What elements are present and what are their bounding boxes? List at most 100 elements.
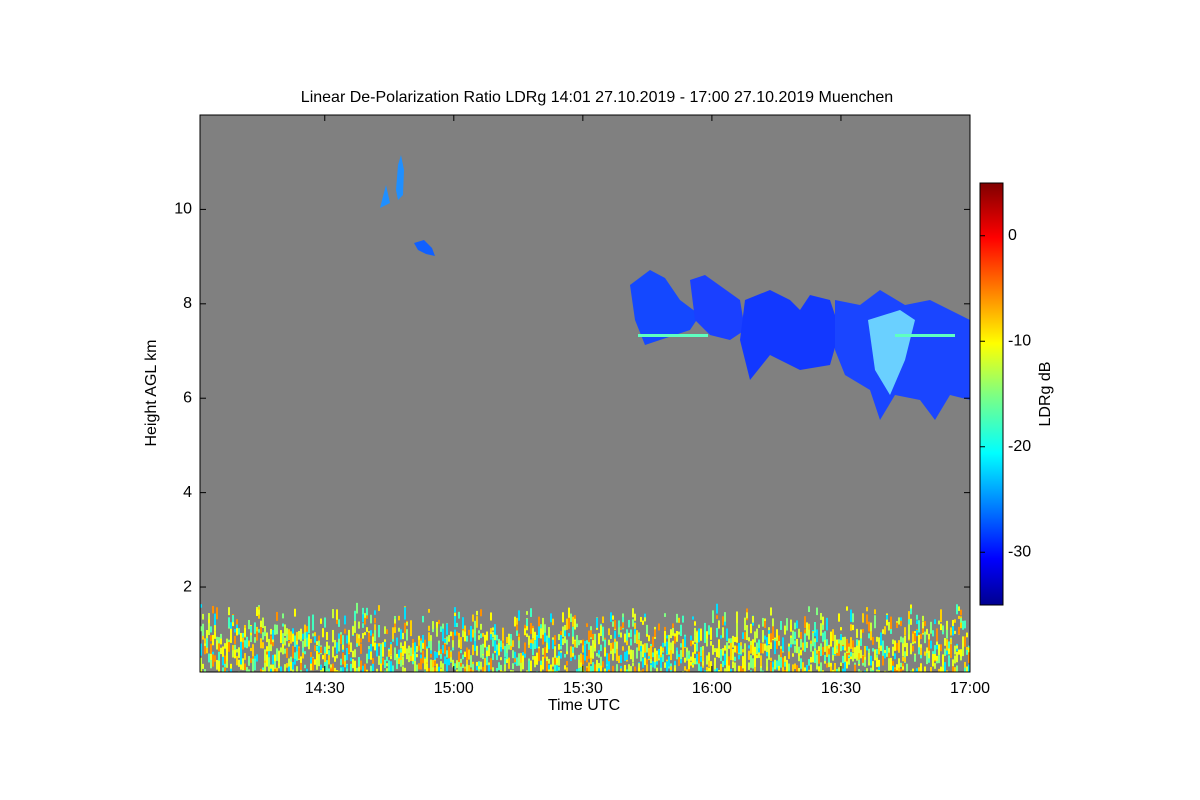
echo-pixel [242,658,244,671]
echo-pixel [312,633,314,637]
echo-pixel [730,642,732,655]
echo-pixel [732,635,734,648]
echo-pixel [622,622,624,629]
echo-pixel [928,652,930,660]
echo-pixel [836,639,838,646]
echo-pixel [784,625,786,635]
echo-pixel [750,645,752,654]
echo-pixel [494,624,496,635]
echo-pixel [502,671,504,672]
echo-pixel [470,668,472,672]
echo-pixel [962,644,964,657]
echo-pixel [468,665,470,672]
echo-pixel [934,663,936,669]
echo-pixel [962,624,964,630]
echo-pixel [304,651,306,655]
echo-pixel [402,656,404,666]
echo-pixel [588,662,590,672]
echo-pixel [678,657,680,666]
echo-pixel [968,652,970,663]
echo-pixel [876,669,878,672]
echo-pixel [590,665,592,672]
echo-pixel [464,668,466,672]
echo-pixel [572,626,574,637]
echo-pixel [492,667,494,672]
echo-pixel [826,639,828,649]
echo-pixel [788,651,790,659]
echo-pixel [596,653,598,657]
echo-pixel [572,646,574,653]
echo-pixel [678,617,680,623]
echo-pixel [732,661,734,665]
echo-pixel [716,648,718,658]
echo-pixel [936,658,938,664]
echo-pixel [950,627,952,636]
echo-pixel [274,624,276,635]
echo-pixel [756,643,758,655]
echo-pixel [502,641,504,650]
echo-pixel [276,648,278,661]
echo-pixel [562,612,564,623]
echo-pixel [610,612,612,622]
echo-pixel [342,667,344,672]
echo-pixel [494,640,496,651]
y-tick-label: 2 [183,578,192,595]
echo-pixel [512,663,514,669]
echo-pixel [314,645,316,652]
echo-pixel [898,658,900,669]
echo-pixel [318,654,320,667]
echo-pixel [438,643,440,651]
colorbar-tick-label: -30 [1008,543,1031,560]
echo-pixel [358,634,360,640]
echo-pixel [646,663,648,672]
echo-pixel [948,641,950,649]
echo-pixel [342,652,344,665]
echo-pixel [452,659,454,668]
echo-pixel [774,641,776,655]
echo-pixel [244,653,246,660]
echo-pixel [378,643,380,647]
echo-pixel [686,669,688,672]
echo-pixel [598,654,600,658]
echo-pixel [504,645,506,657]
echo-pixel [560,652,562,659]
echo-pixel [382,646,384,657]
echo-pixel [520,663,522,672]
echo-pixel [722,648,724,656]
echo-pixel [296,640,298,648]
echo-pixel [578,654,580,660]
echo-pixel [558,666,560,671]
echo-pixel [896,622,898,629]
echo-pixel [322,655,324,660]
echo-pixel [888,622,890,631]
echo-pixel [722,660,724,668]
echo-pixel [496,655,498,661]
echo-pixel [642,658,644,666]
echo-pixel [436,652,438,658]
echo-pixel [472,644,474,656]
echo-pixel [352,659,354,669]
echo-pixel [634,613,636,621]
echo-pixel [668,634,670,648]
echo-pixel [204,638,206,649]
echo-pixel [534,656,536,665]
echo-pixel [710,641,712,646]
echo-pixel [754,631,756,643]
echo-pixel [734,636,736,642]
echo-pixel [930,666,932,672]
echo-pixel [328,645,330,649]
echo-pixel [878,666,880,671]
echo-pixel [214,631,216,639]
echo-pixel [776,629,778,640]
echo-pixel [430,659,432,672]
echo-pixel [838,639,840,647]
echo-pixel [298,647,300,659]
echo-pixel [386,629,388,634]
echo-pixel [292,628,294,638]
echo-pixel [826,663,828,668]
echo-pixel [620,654,622,664]
echo-pixel [362,614,364,623]
echo-pixel [712,616,714,623]
echo-pixel [780,648,782,658]
echo-pixel [880,636,882,647]
